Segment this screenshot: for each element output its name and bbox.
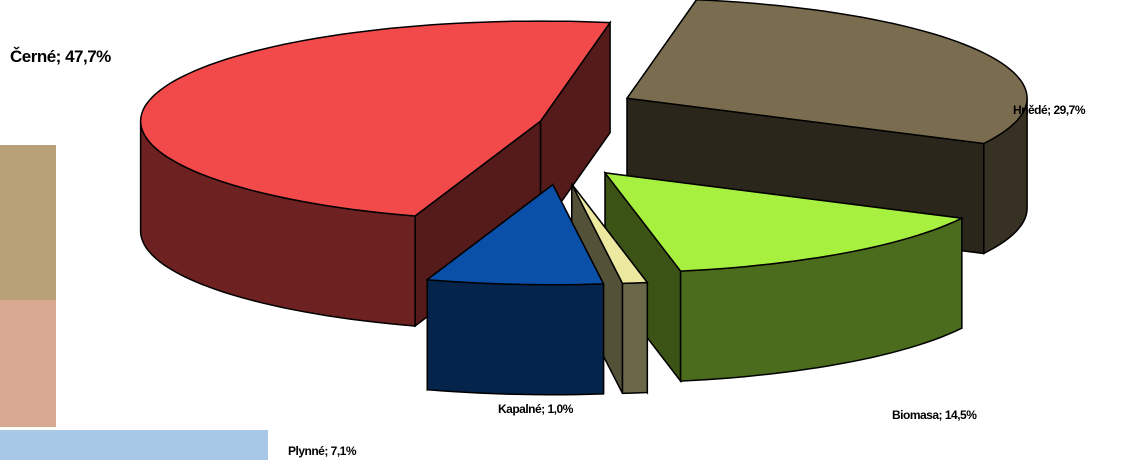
slice — [603, 170, 965, 384]
slice-top — [139, 20, 612, 217]
photo-hand — [0, 300, 56, 427]
slice-top — [425, 183, 605, 286]
slice-top — [625, 0, 1028, 145]
slice-top — [571, 183, 649, 285]
data-label: Kapalné; 1,0% — [498, 402, 574, 416]
data-label: Biomasa; 14,5% — [892, 408, 977, 422]
slice — [425, 183, 605, 396]
data-label: Černé; 47,7% — [10, 47, 111, 66]
data-label: Plynné; 7,1% — [288, 444, 357, 458]
slice-top — [603, 171, 965, 272]
photo-trees — [0, 430, 268, 460]
data-label: Hnědé; 29,7% — [1013, 103, 1086, 117]
slice-wall — [426, 278, 605, 396]
slice-wall — [621, 281, 649, 395]
